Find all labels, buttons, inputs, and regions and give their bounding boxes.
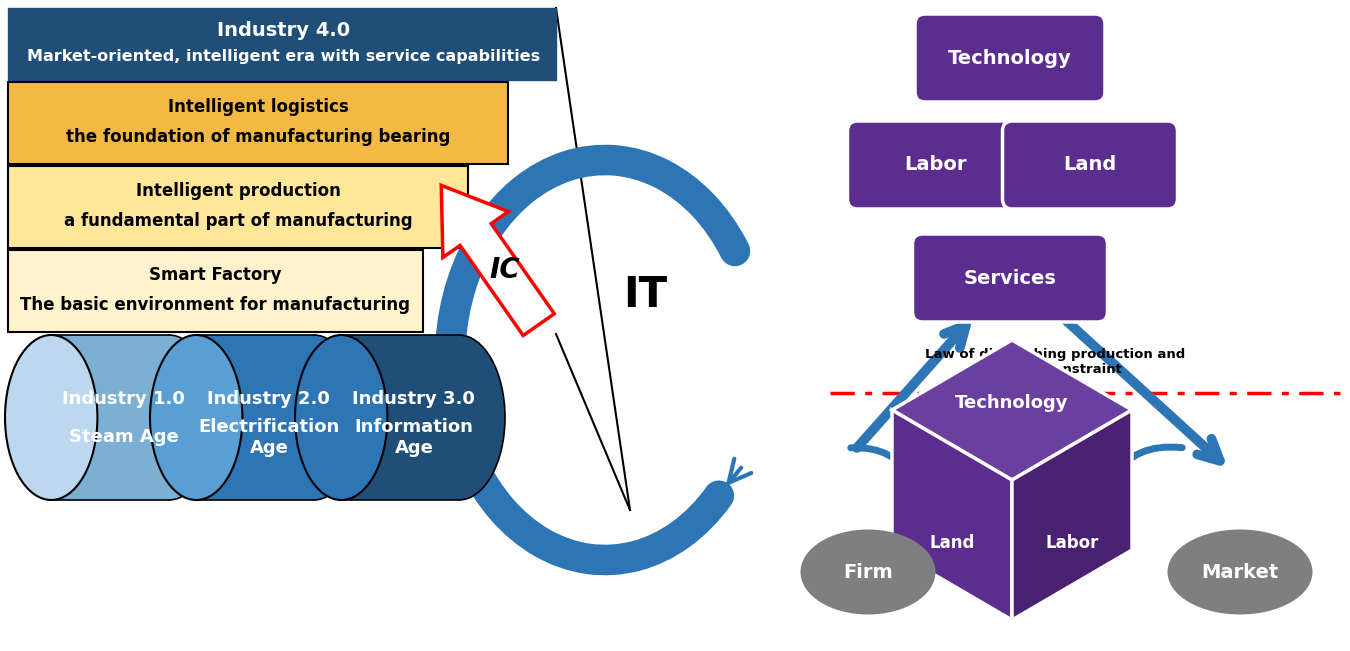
- Text: IT: IT: [622, 274, 667, 316]
- Text: Industry 2.0: Industry 2.0: [208, 391, 331, 408]
- Text: the foundation of manufacturing bearing: the foundation of manufacturing bearing: [66, 128, 450, 146]
- Ellipse shape: [801, 529, 936, 615]
- Text: Land: Land: [929, 534, 975, 552]
- Text: Information
Age: Information Age: [355, 418, 474, 457]
- Text: Market-oriented, intelligent era with service capabilities: Market-oriented, intelligent era with se…: [27, 49, 540, 64]
- Text: Market: Market: [1202, 562, 1278, 581]
- Bar: [51, 335, 169, 500]
- Text: The basic environment for manufacturing: The basic environment for manufacturing: [20, 296, 410, 314]
- Ellipse shape: [413, 335, 505, 500]
- FancyBboxPatch shape: [1003, 121, 1177, 209]
- Text: a fundamental part of manufacturing: a fundamental part of manufacturing: [63, 212, 412, 230]
- Text: Labor: Labor: [1045, 534, 1099, 552]
- Ellipse shape: [5, 335, 97, 500]
- Bar: [196, 335, 313, 500]
- Ellipse shape: [150, 335, 243, 500]
- Polygon shape: [1012, 410, 1133, 620]
- FancyBboxPatch shape: [8, 250, 423, 332]
- Text: Labor: Labor: [903, 156, 967, 174]
- Text: Land: Land: [1064, 156, 1116, 174]
- FancyBboxPatch shape: [913, 234, 1107, 322]
- Polygon shape: [892, 340, 1133, 480]
- Text: Industry 1.0: Industry 1.0: [62, 391, 185, 408]
- Ellipse shape: [296, 335, 387, 500]
- Text: Smart Factory: Smart Factory: [148, 266, 281, 284]
- Bar: [342, 335, 459, 500]
- Text: IC: IC: [490, 256, 520, 284]
- FancyBboxPatch shape: [8, 82, 508, 164]
- Ellipse shape: [123, 335, 215, 500]
- Text: Industry 3.0: Industry 3.0: [352, 391, 475, 408]
- Text: Services: Services: [964, 268, 1057, 288]
- Text: Intelligent production: Intelligent production: [135, 182, 340, 200]
- Text: Technology: Technology: [956, 394, 1069, 412]
- Text: Steam Age: Steam Age: [69, 428, 178, 447]
- Ellipse shape: [1168, 529, 1312, 615]
- Polygon shape: [441, 186, 555, 335]
- Polygon shape: [892, 410, 1012, 620]
- FancyBboxPatch shape: [8, 8, 556, 80]
- Text: Firm: Firm: [844, 562, 892, 581]
- Ellipse shape: [267, 335, 360, 500]
- FancyBboxPatch shape: [8, 166, 468, 248]
- FancyBboxPatch shape: [915, 14, 1106, 102]
- FancyBboxPatch shape: [848, 121, 1022, 209]
- Text: Intelligent logistics: Intelligent logistics: [167, 98, 348, 116]
- Text: Technology: Technology: [948, 49, 1072, 68]
- Text: Electrification
Age: Electrification Age: [198, 418, 339, 457]
- Text: Industry 4.0: Industry 4.0: [217, 20, 351, 40]
- Text: Law of diminishing production and
factors constraint: Law of diminishing production and factor…: [925, 348, 1185, 376]
